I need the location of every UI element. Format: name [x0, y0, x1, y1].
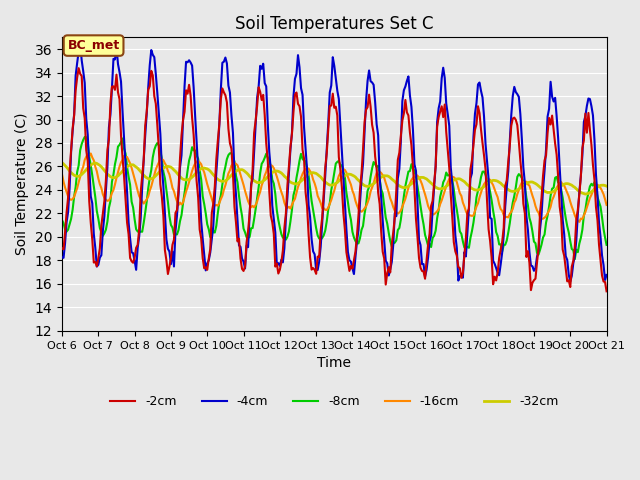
-16cm: [603, 202, 611, 208]
-2cm: [388, 241, 396, 247]
-32cm: [603, 183, 611, 189]
-4cm: [161, 210, 169, 216]
-16cm: [87, 151, 95, 156]
-4cm: [58, 254, 66, 260]
-32cm: [159, 165, 167, 171]
-8cm: [161, 175, 169, 181]
-16cm: [161, 160, 169, 166]
Line: -32cm: -32cm: [62, 163, 607, 194]
Text: BC_met: BC_met: [67, 39, 120, 52]
-16cm: [538, 216, 545, 222]
Line: -16cm: -16cm: [62, 154, 607, 222]
-32cm: [399, 184, 406, 190]
-4cm: [76, 41, 84, 47]
Line: -8cm: -8cm: [62, 137, 607, 259]
-32cm: [368, 182, 376, 188]
-2cm: [538, 195, 545, 201]
Line: -4cm: -4cm: [62, 44, 607, 282]
Y-axis label: Soil Temperature (C): Soil Temperature (C): [15, 113, 29, 255]
-16cm: [58, 171, 66, 177]
-4cm: [566, 279, 574, 285]
X-axis label: Time: Time: [317, 356, 351, 370]
-8cm: [370, 159, 378, 165]
-16cm: [575, 219, 583, 225]
-8cm: [81, 134, 88, 140]
-4cm: [603, 272, 611, 278]
Line: -2cm: -2cm: [62, 68, 607, 291]
-8cm: [388, 244, 396, 250]
-32cm: [536, 184, 544, 190]
-4cm: [538, 212, 545, 218]
-8cm: [571, 256, 579, 262]
-16cm: [400, 200, 408, 206]
-32cm: [387, 175, 394, 180]
-2cm: [161, 247, 169, 253]
-16cm: [370, 180, 378, 186]
-4cm: [370, 82, 378, 88]
-16cm: [74, 185, 81, 191]
-8cm: [400, 193, 408, 199]
-8cm: [603, 242, 611, 248]
-4cm: [74, 60, 81, 66]
-2cm: [58, 245, 66, 251]
-2cm: [75, 65, 83, 71]
-2cm: [74, 75, 81, 81]
-8cm: [538, 242, 545, 248]
-32cm: [582, 191, 589, 197]
-4cm: [388, 259, 396, 265]
-4cm: [400, 87, 408, 93]
Legend: -2cm, -4cm, -8cm, -16cm, -32cm: -2cm, -4cm, -8cm, -16cm, -32cm: [105, 390, 563, 413]
-2cm: [400, 110, 408, 116]
-32cm: [74, 173, 81, 179]
-2cm: [603, 288, 611, 294]
-32cm: [58, 160, 66, 166]
-8cm: [58, 217, 66, 223]
-16cm: [388, 199, 396, 205]
Title: Soil Temperatures Set C: Soil Temperatures Set C: [235, 15, 433, 33]
-2cm: [370, 130, 378, 136]
-8cm: [74, 169, 81, 175]
